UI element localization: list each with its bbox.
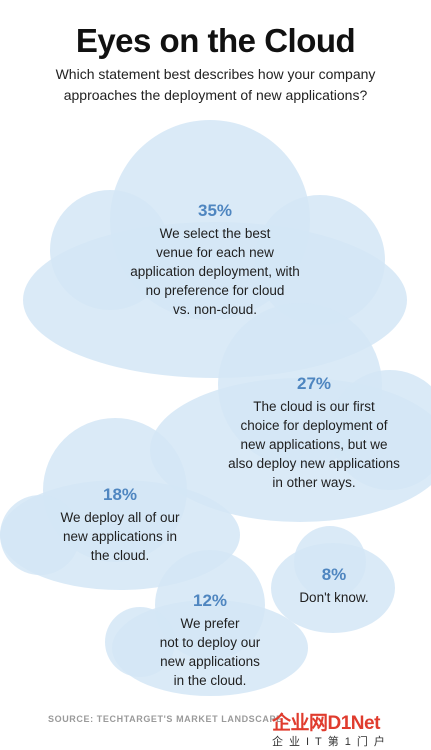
block-35: 35% We select the best venue for each ne…	[95, 200, 335, 319]
label-8: Don't know.	[299, 590, 369, 605]
block-8: 8% Don't know.	[278, 564, 390, 607]
chart-subtitle: Which statement best describes how your …	[55, 66, 376, 103]
percent-35: 35%	[197, 201, 233, 220]
block-12: 12% We prefer not to deploy our new appl…	[140, 590, 280, 690]
cloud-12-top	[155, 550, 265, 660]
cloud-8	[271, 526, 395, 633]
percent-12: 12%	[192, 591, 228, 610]
cloud-35-left	[50, 190, 170, 310]
cloud-8-top	[294, 526, 366, 598]
chart-title: Eyes on the Cloud	[75, 22, 356, 59]
block-18: 18% We deploy all of our new application…	[30, 484, 210, 565]
percent-27: 27%	[296, 374, 332, 393]
brand-name: 企业网D1Net	[272, 713, 380, 734]
cloud-18-top	[43, 418, 187, 562]
cloud-27	[150, 303, 431, 522]
source-note: SOURCE: TECHTARGET'S MARKET LANDSCAPE	[48, 714, 283, 724]
cloud-12	[105, 550, 308, 696]
cloud-12-left	[105, 607, 175, 677]
block-27: 27% The cloud is our first choice for de…	[200, 373, 428, 492]
label-35: We select the best venue for each new ap…	[130, 226, 300, 317]
percent-18: 18%	[102, 485, 138, 504]
cloud-27-right	[330, 370, 431, 490]
label-18: We deploy all of our new applications in…	[60, 510, 180, 563]
cloud-35-right	[255, 195, 385, 325]
label-12: We prefer not to deploy our new applicat…	[159, 616, 261, 688]
brand-watermark: 企业网D1Net 企业IT第1门户	[270, 708, 430, 748]
cloud-18-left	[0, 495, 80, 575]
label-27: The cloud is our first choice for deploy…	[228, 399, 400, 490]
brand-tagline: 企业IT第1门户	[272, 736, 391, 748]
percent-8: 8%	[321, 565, 347, 584]
